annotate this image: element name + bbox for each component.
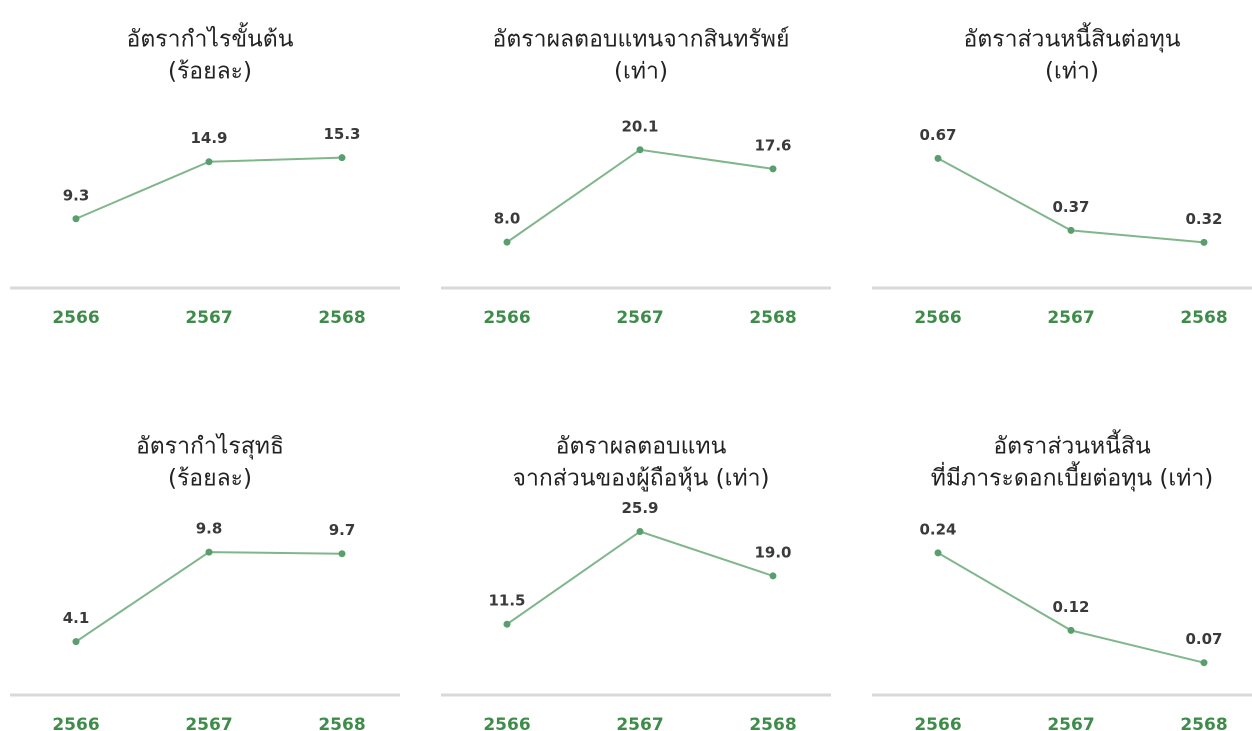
data-point bbox=[72, 638, 80, 646]
data-label: 8.0 bbox=[494, 210, 521, 228]
data-label: 17.6 bbox=[754, 136, 791, 154]
data-label: 20.1 bbox=[621, 117, 658, 135]
series-line bbox=[75, 551, 343, 643]
data-point bbox=[1067, 226, 1075, 234]
data-label: 11.5 bbox=[488, 592, 525, 610]
chart-title: (ร้อยละ) bbox=[168, 466, 252, 492]
data-point bbox=[338, 154, 346, 162]
data-label: 19.0 bbox=[754, 543, 791, 561]
data-point bbox=[338, 550, 346, 558]
chart-title: อัตราส่วนหนี้สิน bbox=[993, 430, 1151, 460]
data-label: 0.67 bbox=[919, 126, 956, 144]
data-label: 9.3 bbox=[63, 186, 90, 204]
data-label: 9.8 bbox=[196, 520, 223, 538]
x-tick-label: 2567 bbox=[185, 715, 232, 731]
x-tick-label: 2566 bbox=[52, 715, 99, 731]
data-point bbox=[934, 549, 942, 557]
series-line bbox=[506, 148, 774, 244]
x-tick-label: 2566 bbox=[483, 715, 530, 731]
data-point bbox=[1200, 238, 1208, 246]
data-label: 25.9 bbox=[621, 499, 658, 517]
x-tick-label: 2568 bbox=[749, 308, 796, 328]
x-tick-label: 2567 bbox=[616, 308, 663, 328]
x-tick-label: 2567 bbox=[616, 715, 663, 731]
chart-title: อัตราส่วนหนี้สินต่อทุน bbox=[964, 23, 1181, 53]
x-tick-label: 2568 bbox=[318, 715, 365, 731]
data-point bbox=[503, 620, 511, 628]
x-tick-label: 2567 bbox=[1047, 308, 1094, 328]
chart-title: (ร้อยละ) bbox=[168, 59, 252, 85]
data-point bbox=[205, 158, 213, 166]
data-label: 0.07 bbox=[1185, 630, 1222, 648]
data-label: 4.1 bbox=[63, 609, 90, 627]
data-point bbox=[1067, 626, 1075, 634]
chart-title: จากส่วนของผู้ถือหุ้น (เท่า) bbox=[512, 466, 769, 492]
chart-title: อัตราผลตอบแทนจากสินทรัพย์ bbox=[493, 26, 790, 53]
chart-title: อัตรากำไรขั้นต้น bbox=[127, 23, 294, 53]
data-label: 0.24 bbox=[919, 520, 956, 538]
data-label: 9.7 bbox=[329, 521, 356, 539]
data-point bbox=[769, 572, 777, 580]
series-line bbox=[75, 156, 343, 220]
x-tick-label: 2566 bbox=[914, 308, 961, 328]
data-label: 0.32 bbox=[1185, 210, 1222, 228]
x-tick-label: 2568 bbox=[1180, 308, 1227, 328]
series-line bbox=[506, 530, 774, 626]
chart-title: (เท่า) bbox=[614, 59, 668, 85]
chart-title: (เท่า) bbox=[1045, 59, 1099, 85]
data-point bbox=[503, 238, 511, 246]
data-label: 14.9 bbox=[190, 129, 227, 147]
x-tick-label: 2568 bbox=[318, 308, 365, 328]
chart-title: ที่มีภาระดอกเบี้ยต่อทุน (เท่า) bbox=[931, 462, 1214, 492]
x-tick-label: 2566 bbox=[52, 308, 99, 328]
x-tick-label: 2568 bbox=[749, 715, 796, 731]
x-tick-label: 2568 bbox=[1180, 715, 1227, 731]
data-point bbox=[769, 165, 777, 173]
data-point bbox=[636, 146, 644, 154]
x-tick-label: 2566 bbox=[914, 715, 961, 731]
data-point bbox=[72, 215, 80, 223]
data-point bbox=[205, 548, 213, 556]
chart-title: อัตราผลตอบแทน bbox=[556, 434, 727, 460]
data-label: 0.37 bbox=[1052, 198, 1089, 216]
data-point bbox=[1200, 659, 1208, 667]
data-label: 15.3 bbox=[323, 125, 360, 143]
x-tick-label: 2567 bbox=[185, 308, 232, 328]
data-point bbox=[636, 528, 644, 536]
chart-title: อัตรากำไรสุทธิ bbox=[136, 433, 284, 460]
x-tick-label: 2567 bbox=[1047, 715, 1094, 731]
data-point bbox=[934, 154, 942, 162]
data-label: 0.12 bbox=[1052, 598, 1089, 616]
x-tick-label: 2566 bbox=[483, 308, 530, 328]
